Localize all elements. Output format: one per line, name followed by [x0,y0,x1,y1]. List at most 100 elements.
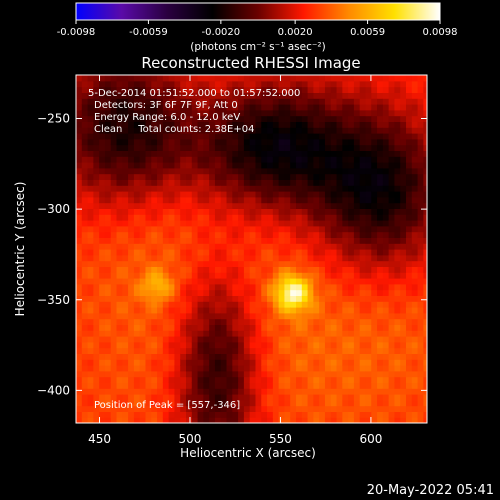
heatmap-cell [238,214,245,221]
heatmap-cell [330,312,338,320]
heatmap-cell [87,231,94,238]
heatmap-cell [406,237,413,244]
heatmap-cell [116,191,123,198]
heatmap-cell [133,92,141,99]
heatmap-cell [255,138,262,146]
heatmap-cell [81,104,89,111]
heatmap-cell [255,417,262,423]
heatmap-cell [394,249,401,256]
heatmap-cell [255,191,262,198]
heatmap-cell [220,312,228,320]
heatmap-cell [278,312,286,320]
heatmap-cell [261,208,268,215]
heatmap-cell [330,307,338,314]
heatmap-cell [290,237,297,244]
heatmap-cell [203,144,210,151]
heatmap-cell [411,104,419,111]
heatmap-cell [174,237,181,244]
heatmap-cell [296,133,303,140]
heatmap-cell [81,179,89,186]
heatmap-cell [400,167,407,175]
heatmap-cell [301,220,309,227]
heatmap-cell [180,133,187,140]
heatmap-cell [382,179,390,186]
heatmap-cell [157,150,164,157]
heatmap-cell [406,301,413,308]
heatmap-cell [214,115,222,122]
heatmap-cell [261,127,268,134]
heatmap-cell [122,231,129,238]
heatmap-cell [232,330,239,337]
heatmap-cell [133,191,141,198]
heatmap-cell [348,376,355,383]
heatmap-cell [174,272,181,279]
heatmap-cell [400,365,407,372]
heatmap-cell [191,330,199,337]
heatmap-cell [417,243,424,250]
heatmap-cell [353,249,361,256]
heatmap-cell [243,167,251,175]
heatmap-cell [301,260,309,267]
heatmap-cell [394,318,401,325]
heatmap-cell [232,138,239,146]
heatmap-cell [342,417,349,423]
heatmap-cell [307,115,314,122]
heatmap-cell [238,127,245,134]
heatmap-cell [365,260,372,267]
heatmap-cell [406,138,413,146]
heatmap-cell [336,196,343,204]
detectors-annotation: Detectors: 3F 6F 7F 9F, Att 0 [94,100,238,111]
heatmap-cell [359,109,367,117]
heatmap-cell [319,208,326,215]
heatmap-cell [232,214,239,221]
heatmap-cell [406,272,413,279]
heatmap-cell [423,399,427,407]
heatmap-cell [122,162,129,169]
heatmap-cell [365,417,372,423]
heatmap-cell [377,75,384,82]
heatmap-cell [203,341,210,349]
heatmap-cell [133,156,141,163]
heatmap-cell [377,109,384,117]
heatmap-cell [220,388,228,395]
heatmap-cell [400,399,407,407]
heatmap-cell [411,376,419,383]
heatmap-cell [278,295,286,302]
heatmap-cell [348,254,355,262]
heatmap-cell [243,138,251,146]
heatmap-cell [174,330,181,337]
heatmap-cell [93,144,100,151]
heatmap-cell [174,394,181,401]
heatmap-cell [336,214,343,221]
heatmap-cell [336,283,343,291]
heatmap-cell [417,185,424,192]
heatmap-cell [220,278,228,285]
heatmap-cell [197,394,204,401]
heatmap-cell [261,237,268,244]
heatmap-cell [220,162,228,169]
heatmap-cell [319,405,326,412]
heatmap-cell [319,359,326,366]
heatmap-cell [133,312,141,320]
heatmap-cell [388,138,396,146]
heatmap-cell [336,127,343,134]
heatmap-cell [359,162,367,169]
heatmap-cell [382,388,390,395]
heatmap-cell [255,307,262,314]
heatmap-cell [243,376,251,383]
heatmap-cell [348,156,355,163]
heatmap-cell [411,365,419,372]
heatmap-cell [330,370,338,378]
heatmap-cell [203,347,210,354]
heatmap-cell [353,278,361,285]
heatmap-cell [180,179,187,186]
heatmap-cell [214,220,222,227]
heatmap-cell [214,353,222,360]
heatmap-cell [336,220,343,227]
heatmap-cell [174,109,181,117]
heatmap-cell [249,109,257,117]
heatmap-cell [324,150,332,157]
heatmap-cell [168,208,176,215]
peak-position-annotation: Position of Peak = [557,-346] [94,400,240,411]
heatmap-cell [209,202,216,209]
